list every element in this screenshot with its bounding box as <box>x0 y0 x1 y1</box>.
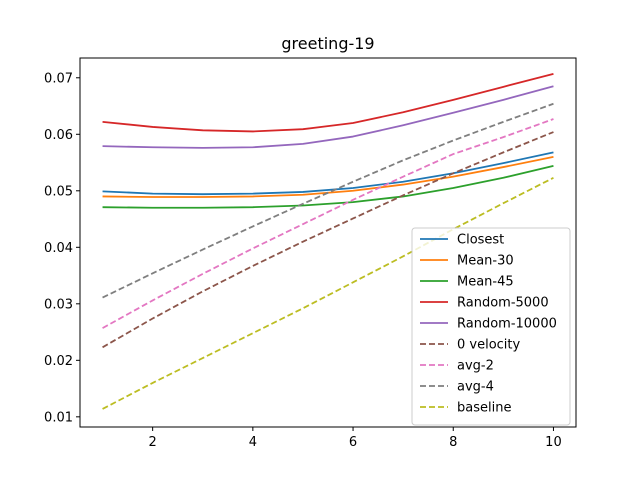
series-line-random-10000 <box>102 85 554 149</box>
legend-label-mean-30: Mean-30 <box>457 254 514 269</box>
x-tick-label: 10 <box>545 435 562 450</box>
series-line-random-5000 <box>102 72 554 133</box>
series-line-closest <box>102 151 554 196</box>
x-tick-label: 6 <box>349 435 357 450</box>
legend-label-closest: Closest <box>457 233 504 248</box>
chart-title: greeting-19 <box>281 34 374 53</box>
x-tick-label: 8 <box>449 435 457 450</box>
series-line-avg-4 <box>102 102 554 299</box>
legend-label-0-velocity: 0 velocity <box>457 338 521 353</box>
y-tick-label: 0.02 <box>44 354 73 369</box>
legend-label-avg-2: avg-2 <box>457 359 494 374</box>
legend-box <box>411 227 571 426</box>
x-tick-label: 4 <box>249 435 257 450</box>
legend-label-baseline: baseline <box>457 401 511 416</box>
y-tick-label: 0.05 <box>44 184 73 199</box>
y-tick-label: 0.07 <box>44 71 73 86</box>
legend-label-avg-4: avg-4 <box>457 380 494 395</box>
y-axis: 0.01 0.02 0.03 0.04 0.05 0.06 0.07 <box>44 71 80 425</box>
series-line-0-velocity <box>102 131 554 349</box>
y-tick-label: 0.04 <box>44 241 73 256</box>
x-tick-label: 2 <box>149 435 157 450</box>
series-line-baseline <box>102 176 554 410</box>
series-line-mean-45 <box>102 165 554 209</box>
legend-label-mean-45: Mean-45 <box>457 275 514 290</box>
legend: Closest Mean-30 Mean-45 Random-5000 Random-1… <box>411 227 571 426</box>
y-tick-label: 0.01 <box>44 410 73 425</box>
series-layer <box>102 72 554 410</box>
legend-label-random-10000: Random-10000 <box>457 317 557 332</box>
series-line-avg-2 <box>102 118 554 329</box>
plot-frame <box>79 57 577 428</box>
y-tick-label: 0.03 <box>44 297 73 312</box>
x-axis: 2 4 6 8 10 <box>149 427 562 450</box>
legend-label-random-5000: Random-5000 <box>457 296 549 311</box>
y-tick-label: 0.06 <box>44 128 73 143</box>
